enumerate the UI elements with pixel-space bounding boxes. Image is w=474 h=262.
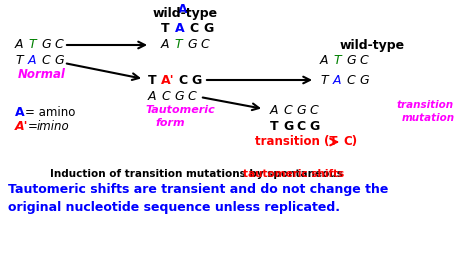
Text: G: G <box>283 119 293 133</box>
Text: C: C <box>178 74 187 86</box>
Text: C: C <box>359 53 368 67</box>
Text: G: G <box>296 103 306 117</box>
Text: =: = <box>28 121 42 134</box>
Text: tautomeric shifts: tautomeric shifts <box>243 169 344 179</box>
Text: = amino: = amino <box>25 106 75 118</box>
Text: transition: transition <box>397 100 454 110</box>
Text: C: C <box>296 119 305 133</box>
Text: T: T <box>333 53 341 67</box>
Text: T: T <box>15 53 23 67</box>
Text: G: G <box>187 39 197 52</box>
Text: G: G <box>191 74 201 86</box>
Text: C: C <box>187 90 196 103</box>
Text: Normal: Normal <box>18 68 66 80</box>
Text: G: G <box>174 90 183 103</box>
Text: T: T <box>174 39 182 52</box>
Text: T: T <box>161 21 170 35</box>
Text: G: G <box>359 74 369 86</box>
Text: A: A <box>148 90 156 103</box>
Text: C): C) <box>343 135 357 149</box>
Text: A: A <box>178 3 188 16</box>
Text: Tautomeric shifts are transient and do not change the: Tautomeric shifts are transient and do n… <box>8 183 388 196</box>
Text: A': A' <box>15 121 28 134</box>
Text: A: A <box>15 106 25 118</box>
Text: A: A <box>320 53 328 67</box>
Text: A: A <box>161 39 170 52</box>
Text: C: C <box>161 90 170 103</box>
Text: wild-type: wild-type <box>153 8 218 20</box>
Text: G: G <box>203 21 213 35</box>
Text: C: C <box>54 39 63 52</box>
Text: G: G <box>41 39 51 52</box>
Text: C: C <box>283 103 292 117</box>
Text: G: G <box>309 119 319 133</box>
Text: form: form <box>155 118 185 128</box>
Text: A: A <box>15 39 24 52</box>
Text: A: A <box>333 74 341 86</box>
Text: original nucleotide sequence unless replicated.: original nucleotide sequence unless repl… <box>8 200 340 214</box>
Text: C: C <box>200 39 209 52</box>
Text: C: C <box>41 53 50 67</box>
Text: A: A <box>175 21 185 35</box>
Text: A': A' <box>161 74 174 86</box>
Text: G: G <box>54 53 64 67</box>
Text: Tautomeric: Tautomeric <box>145 105 215 115</box>
Text: C: C <box>309 103 318 117</box>
Text: A: A <box>28 53 36 67</box>
Text: T: T <box>270 119 279 133</box>
Text: imino: imino <box>37 121 70 134</box>
Text: A: A <box>270 103 279 117</box>
Text: G: G <box>346 53 356 67</box>
Text: mutation: mutation <box>402 113 455 123</box>
Text: T: T <box>320 74 328 86</box>
Text: T: T <box>28 39 36 52</box>
Text: wild-type: wild-type <box>340 39 405 52</box>
Text: C: C <box>189 21 198 35</box>
Text: Induction of transition mutations by spontaneous: Induction of transition mutations by spo… <box>50 169 346 179</box>
Text: T: T <box>148 74 156 86</box>
Text: C: C <box>346 74 355 86</box>
Text: transition (T: transition (T <box>255 135 337 149</box>
